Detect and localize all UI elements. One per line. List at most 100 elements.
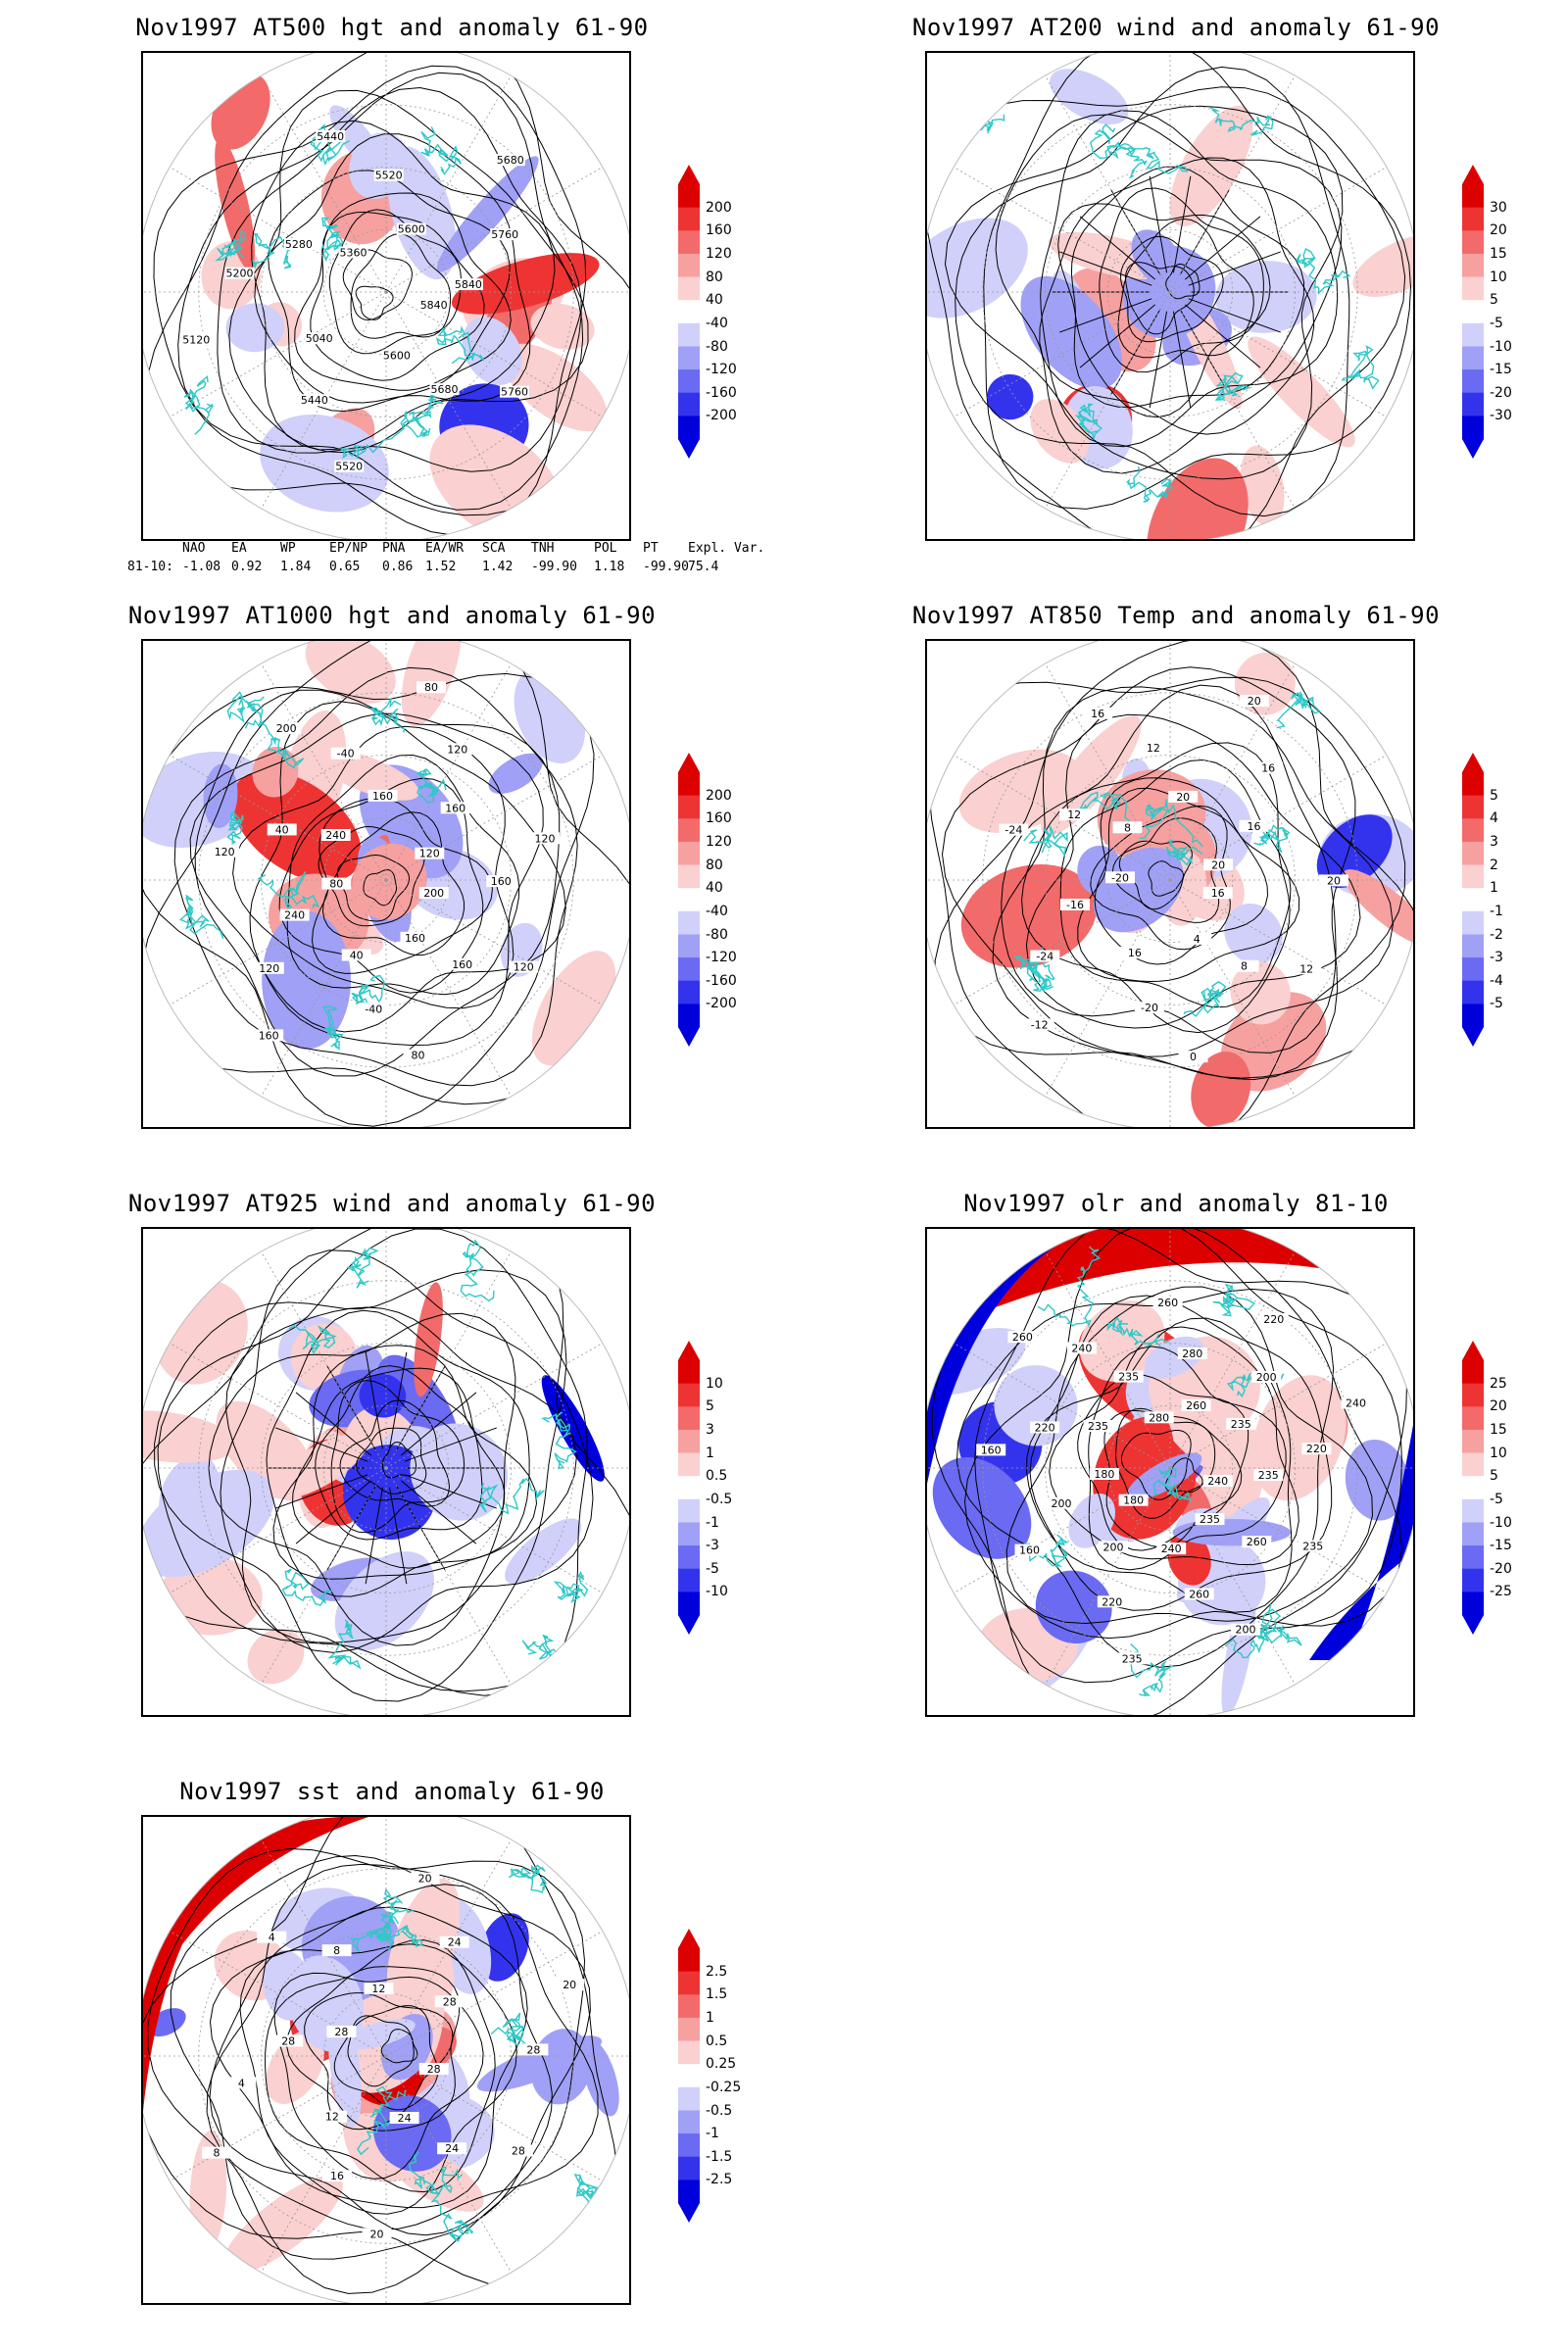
contour-label-bg	[304, 332, 334, 345]
coastline	[1341, 345, 1380, 390]
colorbar-swatch	[1462, 1476, 1484, 1500]
contour-line	[310, 211, 485, 381]
colorbar-swatch	[678, 207, 700, 231]
colorbar-swatches	[1462, 753, 1484, 1047]
coastline	[288, 1324, 337, 1354]
teleconnection-value-row: 81-10: -1.08 0.92 1.84 0.65 0.86 1.52 1.42 -99.9…	[127, 558, 747, 576]
latitude-circle	[322, 1992, 450, 2120]
anomaly-shading	[211, 73, 270, 150]
index-value: -99.90	[531, 560, 577, 574]
latitude-circle	[1045, 755, 1296, 1005]
contour-label-bg	[418, 299, 449, 312]
contour-label-bg	[279, 908, 310, 921]
contour-label: 235	[1231, 1418, 1251, 1431]
contour-label-bg	[1178, 1051, 1208, 1063]
contour-label-bg	[1341, 1396, 1371, 1409]
panel-polr: Nov1997 olr and anomaly 81-10 240 235 260 23…	[784, 1176, 1568, 1764]
coastline	[1209, 107, 1274, 136]
polar-map: 200 120 160 160 80 -40 40 160 120 240 80 120 40 240 20…	[143, 641, 629, 1127]
streamline	[1059, 251, 1152, 286]
panel-p200: Nov1997 AT200 wind and anomaly 61-90 30 20…	[784, 0, 1568, 588]
contour-label: 235	[1258, 1469, 1279, 1482]
colorbar-swatch	[678, 1360, 700, 1385]
colorbar-label: -15	[1490, 1538, 1512, 1554]
anomaly-shading	[1050, 69, 1129, 124]
colorbar-label: 2.5	[706, 1963, 728, 1980]
contour-label: 8	[1124, 821, 1131, 834]
contour-label-bg	[439, 1936, 469, 1948]
map-frame	[925, 51, 1415, 541]
polar-map: 5840 5760 5680 5600 5520 5440 5040 5120 5200 5280…	[143, 53, 629, 539]
colorbar-label: 80	[706, 857, 723, 873]
anomaly-shading	[143, 1469, 275, 1578]
colorbar-label: -200	[706, 996, 737, 1012]
contour-line	[286, 754, 520, 996]
contour-label-bg	[1059, 808, 1090, 821]
contour-label: 240	[1071, 1343, 1092, 1355]
colorbar-swatch	[1462, 1360, 1484, 1385]
contour-line	[1118, 840, 1193, 910]
coastline	[573, 2173, 608, 2213]
contour-label-bg	[373, 169, 404, 181]
index-header: SCA	[482, 541, 506, 556]
contour-label: 5520	[335, 461, 363, 473]
colorbar-min-arrow	[678, 1615, 700, 1635]
contour-label: 5760	[491, 228, 518, 241]
contour-label-bg	[1202, 887, 1233, 900]
latitude-circle	[1106, 816, 1234, 944]
latitude-circle	[261, 1931, 512, 2181]
colorbar-swatch	[1462, 980, 1484, 1004]
contour-label: 40	[275, 823, 289, 836]
contour-label-bg	[1135, 1002, 1164, 1014]
latitude-circle	[1106, 1404, 1234, 1532]
contour-label: 5360	[340, 247, 368, 260]
coastline	[401, 393, 445, 438]
contour-label: 20	[1211, 858, 1225, 871]
streamline	[1059, 298, 1152, 333]
coastline	[379, 1923, 423, 1951]
contour-line	[147, 1847, 586, 2294]
colorbar-max-arrow	[1462, 1341, 1484, 1360]
contour-label-bg	[257, 1931, 287, 1943]
colorbar-swatch	[678, 2040, 700, 2065]
index-header: TNH	[531, 541, 555, 556]
colorbar-label: -2.5	[706, 2172, 733, 2188]
contour-label: 160	[259, 1029, 279, 1042]
contour-line	[208, 1312, 516, 1646]
contour-label: 5440	[317, 130, 344, 143]
contour-label: 235	[1088, 1420, 1108, 1433]
coastline	[1023, 825, 1068, 857]
index-header: NAO	[182, 541, 206, 556]
colorbar-label: -80	[706, 338, 728, 355]
contour-label-bg	[202, 2146, 231, 2159]
contour-label-bg	[389, 2112, 419, 2124]
contour-line	[355, 1427, 427, 1494]
contour-label-bg	[271, 722, 302, 735]
latitude-circle	[322, 816, 450, 944]
colorbar-label: 2	[1490, 857, 1498, 873]
colorbar-swatches	[1462, 1341, 1484, 1635]
anomaly-shading	[1343, 869, 1413, 948]
colorbar-swatch	[678, 276, 700, 301]
colorbar-label: 5	[1490, 787, 1498, 804]
contour-label: 4	[1194, 933, 1200, 946]
contour-label-bg	[1089, 1468, 1119, 1480]
coastline	[416, 768, 447, 804]
contour-label: 260	[1157, 1297, 1178, 1309]
streamline	[365, 1351, 384, 1449]
anomaly-shading	[143, 1410, 237, 1463]
contour-label-bg	[1138, 742, 1168, 755]
coastline	[425, 2181, 474, 2243]
contour-label: 235	[1302, 1541, 1323, 1553]
contour-label-bg	[1168, 790, 1199, 803]
index-header: POL	[594, 541, 617, 556]
colorbar-label: -10	[1490, 1514, 1512, 1531]
colorbar-swatch	[678, 2086, 700, 2111]
coastline	[257, 871, 319, 912]
contour-label-bg	[1152, 1297, 1183, 1308]
anomaly-shading	[531, 951, 616, 1066]
contour-line	[225, 1306, 577, 1643]
index-value: 1.18	[594, 560, 625, 574]
coastline	[244, 716, 305, 769]
anomaly-shading	[1035, 1570, 1112, 1643]
